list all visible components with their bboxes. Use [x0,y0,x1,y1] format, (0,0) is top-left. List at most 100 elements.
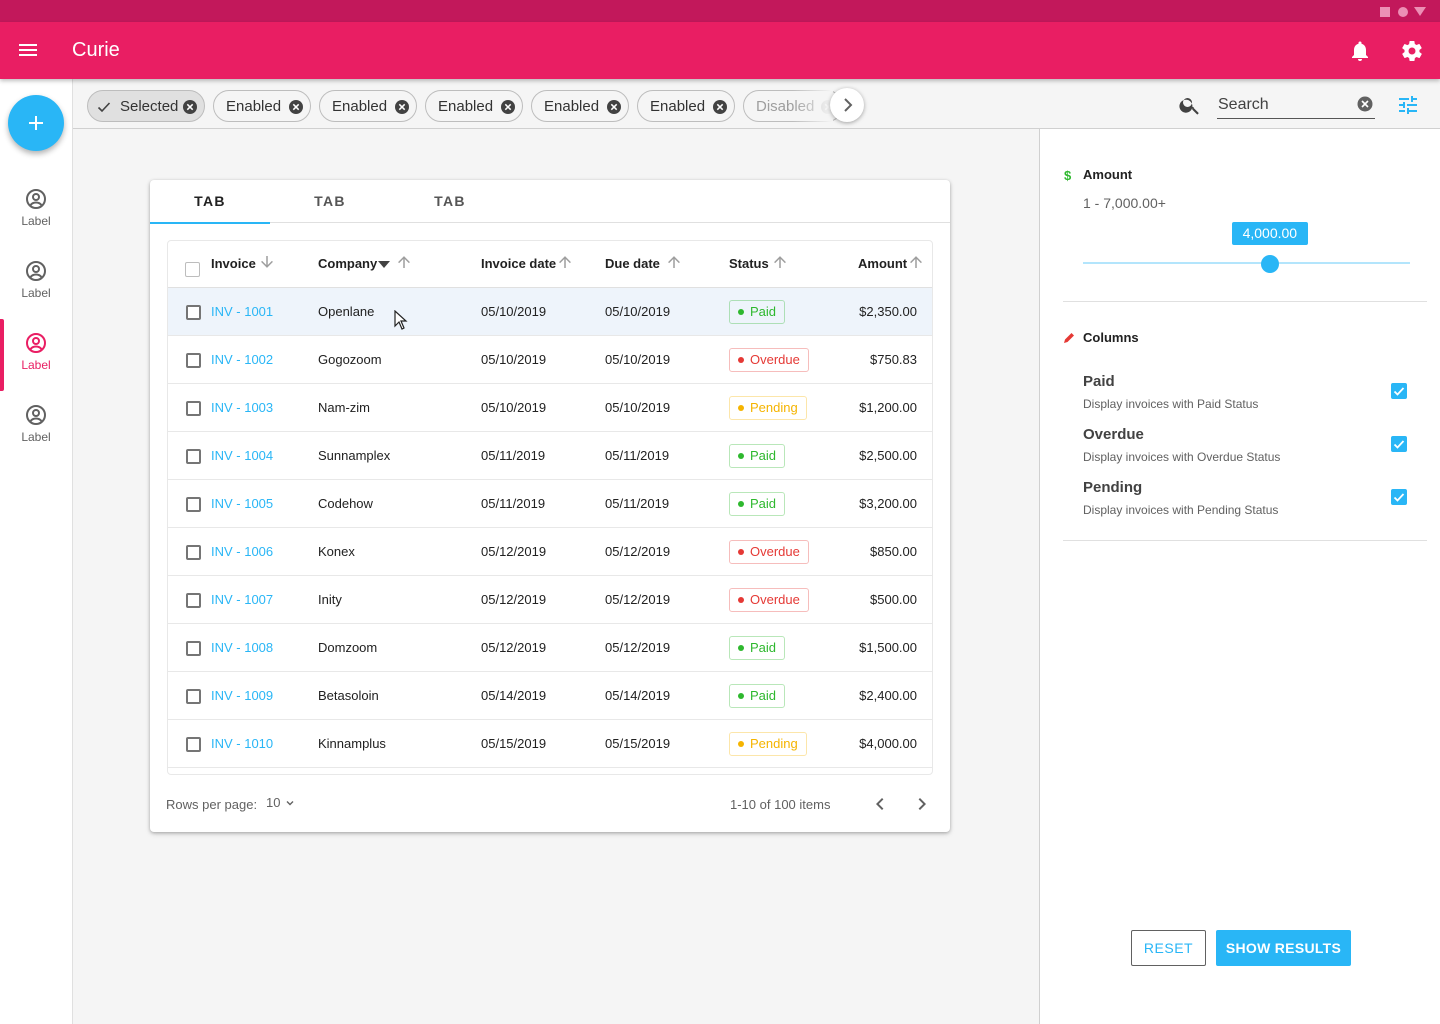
table-row[interactable]: INV - 1001 Openlane 05/10/2019 05/10/2019 Pa… [168,288,932,336]
row-checkbox[interactable] [186,593,201,608]
invoice-date-cell: 05/12/2019 [481,640,547,655]
chip-enabled[interactable]: Enabled [319,90,417,122]
invoice-link[interactable]: INV - 1004 [211,448,274,463]
pagination-range: 1-10 of 100 items [730,797,831,812]
chip-remove-icon[interactable] [288,99,304,115]
row-checkbox[interactable] [186,401,201,416]
column-header-amount[interactable]: Amount [858,256,922,271]
arrow-down-icon[interactable] [258,253,276,271]
chip-enabled[interactable]: Enabled [425,90,523,122]
due-date-cell: 05/14/2019 [605,688,671,703]
column-header-due-date[interactable]: Due date [605,256,680,271]
chip-enabled[interactable]: Enabled [637,90,735,122]
invoice-link[interactable]: INV - 1010 [211,736,274,751]
table-row[interactable]: INV - 1003 Nam-zim 05/10/2019 05/10/2019 Pen… [168,384,932,432]
arrow-up-icon[interactable] [556,253,574,271]
column-header-invoice-date[interactable]: Invoice date [481,256,571,271]
chip-enabled[interactable]: Enabled [213,90,311,122]
tab-3[interactable]: TAB [434,193,466,209]
notifications-bell-icon[interactable] [1348,39,1372,63]
arrow-up-icon[interactable] [395,253,413,271]
chip-remove-icon[interactable] [500,99,516,115]
invoice-link[interactable]: INV - 1009 [211,688,274,703]
table-row[interactable]: INV - 1005 Codehow 05/11/2019 05/11/2019 Pai… [168,480,932,528]
chip-label: Enabled [650,98,706,115]
option-title: Pending [1083,479,1143,496]
invoice-link[interactable]: INV - 1006 [211,544,274,559]
invoice-date-cell: 05/10/2019 [481,304,547,319]
next-page-icon[interactable] [910,792,934,816]
chip-selected[interactable]: Selected [87,90,205,122]
amount-slider-track[interactable] [1083,262,1410,264]
chip-remove-icon[interactable] [182,99,198,115]
system-status-bar [0,0,1440,22]
search-input[interactable] [1217,91,1375,119]
show-results-button[interactable]: SHOW RESULTS [1216,930,1351,966]
row-checkbox[interactable] [186,353,201,368]
invoice-link[interactable]: INV - 1001 [211,304,274,319]
tune-filter-icon[interactable] [1396,93,1420,117]
add-fab-button[interactable] [8,95,64,151]
settings-gear-icon[interactable] [1400,39,1424,63]
nav-item-2[interactable]: Label [0,247,72,319]
chip-fade [793,87,833,125]
row-checkbox[interactable] [186,545,201,560]
clear-search-icon[interactable] [1356,95,1374,113]
arrow-up-icon[interactable] [771,253,789,271]
table-row[interactable]: INV - 1002 Gogozoom 05/10/2019 05/10/2019 Ov… [168,336,932,384]
table-row[interactable]: INV - 1004 Sunnamplex 05/11/2019 05/11/2019… [168,432,932,480]
company-cell: Nam-zim [318,400,370,415]
table-row[interactable]: INV - 1006 Konex 05/12/2019 05/12/2019 Overd… [168,528,932,576]
row-checkbox[interactable] [186,305,201,320]
column-header-invoice[interactable]: Invoice [211,256,273,271]
chip-remove-icon[interactable] [606,99,622,115]
option-description: Display invoices with Paid Status [1083,397,1259,411]
dropdown-arrow-icon[interactable] [375,255,393,273]
tab-1[interactable]: TAB [150,180,270,224]
invoice-link[interactable]: INV - 1007 [211,592,274,607]
nav-item-1[interactable]: Label [0,175,72,247]
menu-icon[interactable] [16,38,40,62]
status-badge: Pending [729,396,807,420]
row-checkbox[interactable] [186,641,201,656]
column-header-company[interactable]: Company [318,256,410,271]
status-badge: Overdue [729,540,809,564]
table-row[interactable]: INV - 1008 Domzoom 05/12/2019 05/12/2019 Pai… [168,624,932,672]
row-checkbox[interactable] [186,737,201,752]
table-row[interactable]: INV - 1007 Inity 05/12/2019 05/12/2019 Overd… [168,576,932,624]
amount-cell: $750.83 [870,352,917,367]
nav-item-4[interactable]: Label [0,391,72,463]
svg-text:$: $ [1064,168,1072,182]
select-all-checkbox[interactable] [185,262,200,277]
option-checkbox[interactable] [1391,436,1407,452]
invoice-link[interactable]: INV - 1008 [211,640,274,655]
arrow-up-icon[interactable] [907,253,925,271]
column-option: Pending Display invoices with Pending Sta… [1083,479,1413,525]
nav-item-3[interactable]: Label [0,319,72,391]
row-checkbox[interactable] [186,689,201,704]
row-checkbox[interactable] [186,449,201,464]
invoice-link[interactable]: INV - 1003 [211,400,274,415]
rows-per-page-select[interactable]: 10 [266,795,296,810]
invoice-link[interactable]: INV - 1002 [211,352,274,367]
option-checkbox[interactable] [1391,489,1407,505]
tab-2[interactable]: TAB [314,193,346,209]
amount-slider-thumb[interactable] [1260,255,1279,273]
column-label: Company [318,256,378,271]
table-row[interactable]: INV - 1009 Betasoloin 05/14/2019 05/14/2019… [168,672,932,720]
chip-remove-icon[interactable] [712,99,728,115]
column-label: Status [729,256,769,271]
row-checkbox[interactable] [186,497,201,512]
due-date-cell: 05/10/2019 [605,352,671,367]
reset-button[interactable]: RESET [1131,930,1206,966]
table-row[interactable]: INV - 1010 Kinnamplus 05/15/2019 05/15/2019… [168,720,932,768]
invoice-link[interactable]: INV - 1005 [211,496,274,511]
chip-scroll-right-button[interactable] [830,88,864,122]
option-checkbox[interactable] [1391,383,1407,399]
column-header-status[interactable]: Status [729,256,786,271]
arrow-up-icon[interactable] [665,253,683,271]
chip-enabled[interactable]: Enabled [531,90,629,122]
previous-page-icon[interactable] [868,792,892,816]
chip-remove-icon[interactable] [394,99,410,115]
amount-section-title: Amount [1083,167,1133,182]
